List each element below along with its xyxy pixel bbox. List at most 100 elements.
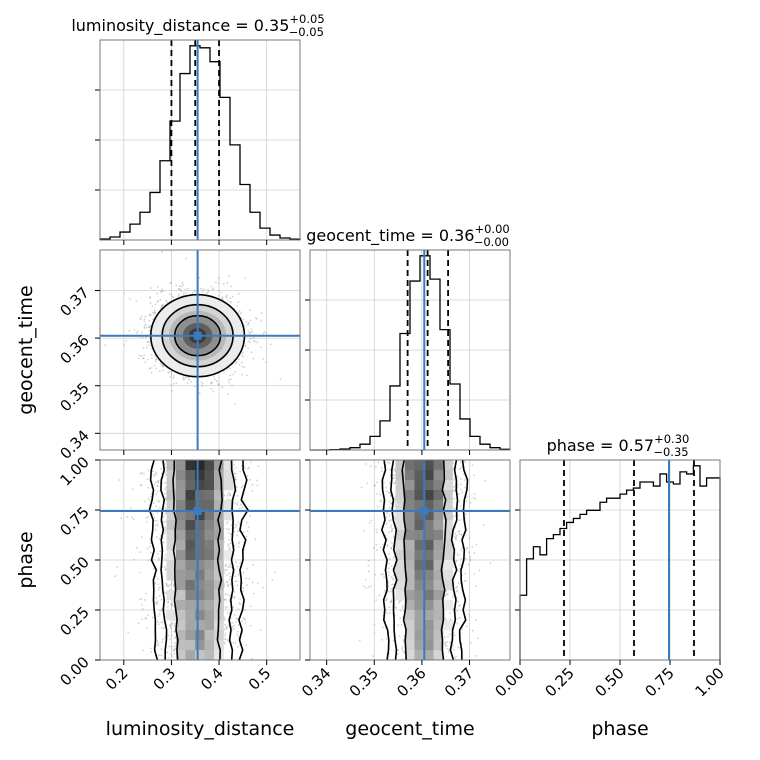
density-cell: [166, 480, 177, 491]
sample-point: [182, 294, 185, 296]
sample-point: [145, 516, 148, 519]
sample-point: [231, 629, 234, 631]
sample-point: [201, 382, 204, 385]
sample-point: [236, 617, 239, 620]
sample-point: [228, 547, 231, 550]
density-cell: [185, 580, 196, 591]
sample-point: [251, 657, 254, 660]
sample-point: [167, 634, 170, 637]
density-cell: [195, 610, 205, 621]
sample-point: [159, 550, 162, 553]
sample-point: [237, 546, 240, 548]
density-cell: [166, 560, 177, 571]
sample-point: [224, 634, 226, 637]
sample-point: [248, 578, 251, 580]
sample-point: [169, 583, 171, 586]
sample-point: [257, 465, 260, 467]
sample-point: [144, 361, 147, 363]
sample-point: [263, 331, 266, 333]
sample-point: [231, 622, 234, 624]
sample-point: [170, 653, 172, 656]
sample-point: [238, 541, 241, 543]
density-cell: [204, 600, 215, 611]
sample-point: [158, 559, 160, 561]
sample-point: [149, 499, 151, 502]
sample-point: [236, 534, 239, 537]
sample-point: [142, 347, 145, 350]
sample-point: [236, 494, 239, 497]
panel-2d-content: [100, 460, 300, 660]
sample-point: [228, 572, 231, 575]
density-cell: [176, 620, 186, 631]
diag-panel-geocent_time: geocent_time = 0.36+0.00 −0.00: [305, 222, 511, 451]
sample-point: [165, 583, 168, 586]
density-cell: [204, 500, 215, 511]
density-cell: [176, 630, 186, 641]
density-cell: [176, 600, 186, 611]
sample-point: [242, 355, 245, 358]
sample-point: [223, 370, 226, 373]
sample-point: [241, 373, 243, 376]
sample-point: [221, 296, 224, 299]
sample-point: [135, 300, 138, 302]
sample-point: [164, 529, 167, 532]
sample-point: [210, 285, 213, 288]
density-cell: [223, 460, 234, 471]
density-cell: [195, 490, 205, 501]
sample-point: [227, 565, 230, 567]
sample-point: [224, 565, 227, 568]
sample-point: [154, 528, 157, 531]
sample-point: [227, 393, 229, 395]
sample-point: [200, 287, 203, 290]
sample-point: [161, 288, 163, 291]
sample-point: [230, 378, 232, 381]
sample-point: [241, 506, 243, 509]
sample-point: [233, 596, 236, 598]
sample-point: [167, 585, 170, 588]
sample-point: [247, 340, 250, 343]
density-cell: [204, 510, 215, 521]
sample-point: [224, 598, 227, 601]
sample-point: [243, 500, 246, 503]
sample-point: [153, 311, 156, 314]
density-cell: [185, 500, 196, 511]
sample-point: [240, 503, 242, 506]
sample-point: [150, 353, 153, 356]
sample-point: [244, 609, 247, 611]
sample-point: [165, 582, 168, 585]
sample-point: [233, 614, 236, 617]
sample-point: [164, 569, 167, 571]
sample-point: [171, 655, 173, 657]
sample-point: [156, 490, 159, 493]
histogram-luminosity_distance: [99, 45, 301, 240]
sample-point: [139, 571, 142, 574]
sample-point: [229, 367, 232, 370]
sample-point: [241, 351, 244, 354]
sample-point: [194, 385, 196, 388]
sample-point: [169, 624, 172, 627]
sample-point: [147, 559, 150, 562]
density-cell: [214, 460, 224, 471]
title-plus: +0.00: [474, 222, 509, 236]
sample-point: [179, 288, 182, 291]
sample-point: [171, 645, 173, 648]
sample-point: [182, 292, 185, 294]
sample-point: [141, 357, 144, 360]
density-cell: [185, 480, 196, 491]
sample-point: [173, 630, 176, 633]
sample-point: [248, 466, 251, 469]
density-cell: [195, 650, 205, 660]
density-cell: [185, 650, 196, 660]
density-cell: [223, 500, 234, 511]
sample-point: [234, 575, 237, 578]
sample-point: [222, 282, 225, 285]
density-cell: [204, 570, 215, 581]
sample-point: [175, 382, 178, 384]
sample-point: [251, 490, 254, 493]
sample-point: [155, 602, 158, 605]
sample-point: [160, 304, 163, 307]
sample-point: [165, 584, 168, 587]
sample-point: [160, 626, 163, 629]
sample-point: [241, 484, 244, 487]
sample-point: [131, 516, 134, 519]
